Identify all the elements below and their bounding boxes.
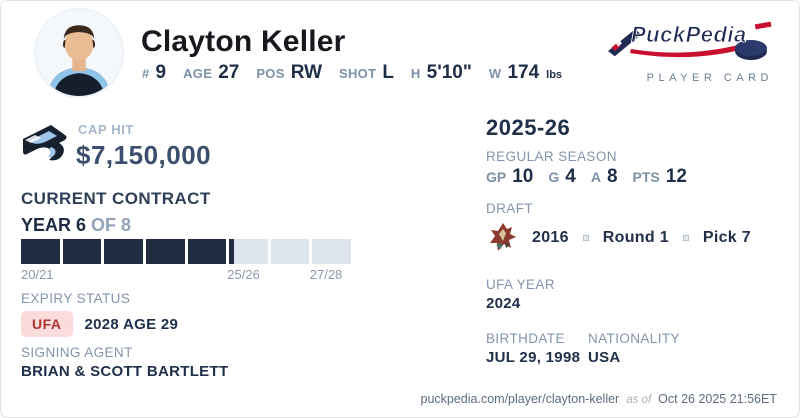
- player-name: Clayton Keller: [141, 25, 346, 58]
- signing-agent-name: BRIAN & SCOTT BARTLETT: [21, 363, 229, 380]
- contract-year-segment: [62, 239, 102, 264]
- contract-year-label: YEAR 6 OF 8: [21, 215, 131, 236]
- separator-square-icon: [682, 235, 689, 241]
- player-page-url: puckpedia.com/player/clayton-keller: [420, 392, 620, 406]
- contract-bar-ticks: 20/21 25/26 27/28: [21, 267, 351, 283]
- season-title: 2025-26: [486, 115, 571, 140]
- contract-year-segment: [229, 239, 268, 264]
- regular-season-label: REGULAR SEASON: [486, 149, 617, 164]
- stat-games-played: GP 10: [486, 166, 534, 187]
- puckpedia-logo-icon: PuckPedia: [607, 22, 772, 60]
- vital-weight: W 174 lbs: [488, 62, 563, 83]
- current-contract-title: CURRENT CONTRACT: [21, 189, 211, 208]
- contract-year-segment: [187, 239, 227, 264]
- vital-position: POS RW: [256, 62, 322, 83]
- contract-year-bar: [21, 239, 351, 264]
- contract-year-segment: [104, 239, 143, 264]
- snapshot-timestamp: Oct 26 2025 21:56ET: [658, 392, 777, 406]
- stat-assists: A 8: [590, 166, 618, 187]
- as-of-label: as of: [626, 394, 652, 406]
- contract-year-segment: [312, 239, 351, 264]
- draft-team-logo-icon: [490, 223, 516, 251]
- vital-age: AGE 27: [183, 62, 240, 83]
- birthdate-label: BIRTHDATE: [486, 331, 565, 346]
- brand-tagline: PLAYER CARD: [646, 72, 773, 84]
- expiry-year-age: 2028 AGE 29: [84, 315, 179, 333]
- separator-square-icon: [582, 235, 589, 241]
- draft-pick: Pick 7: [702, 229, 751, 246]
- expiry-status-label: EXPIRY STATUS: [21, 291, 131, 306]
- contract-year-segment: [145, 239, 185, 264]
- nationality-label: NATIONALITY: [588, 331, 680, 346]
- draft-round: Round 1: [602, 229, 669, 246]
- ufa-status-badge: UFA: [21, 311, 73, 337]
- season-stats-row: GP 10 G 4 A 8 PTS 12: [486, 166, 687, 188]
- ufa-year-label: UFA YEAR: [486, 277, 555, 292]
- draft-year: 2016: [532, 229, 569, 246]
- player-avatar-icon: [36, 10, 122, 96]
- signing-agent-label: SIGNING AGENT: [21, 345, 133, 360]
- contract-year-segment: [21, 239, 60, 264]
- expiry-status-row: UFA 2028 AGE 29: [21, 311, 178, 337]
- cap-hit-value: $7,150,000: [76, 140, 212, 170]
- contract-bar-tick: 20/21: [21, 267, 54, 282]
- brand-block: PuckPedia PLAYER CARD: [603, 15, 775, 84]
- contract-bar-tick: 25/26: [227, 267, 260, 282]
- ufa-year-value: 2024: [486, 295, 521, 312]
- draft-info-row: 2016 Round 1 Pick 7: [488, 221, 751, 255]
- contract-year-total: OF 8: [86, 215, 132, 235]
- contract-year-segment: [270, 239, 310, 264]
- vital-shot: SHOT L: [339, 62, 394, 83]
- vital-height: H 5'10": [410, 62, 472, 83]
- stat-goals: G 4: [548, 166, 576, 187]
- cap-hit-label: CAP HIT: [78, 122, 134, 137]
- svg-text:PuckPedia: PuckPedia: [631, 22, 747, 47]
- contract-year-number: YEAR 6: [21, 215, 87, 235]
- team-logo-icon: [23, 125, 67, 161]
- draft-label: DRAFT: [486, 201, 533, 216]
- player-vitals: # 9 AGE 27 POS RW SHOT L H 5'10" W 174 l…: [142, 62, 562, 84]
- player-photo: [34, 8, 124, 98]
- nationality-value: USA: [588, 349, 621, 366]
- vital-number: # 9: [142, 62, 167, 83]
- contract-bar-tick: 27/28: [309, 267, 343, 282]
- stat-points: PTS 12: [632, 166, 687, 187]
- footer: puckpedia.com/player/clayton-keller as o…: [421, 392, 778, 406]
- birthdate-value: JUL 29, 1998: [486, 349, 581, 366]
